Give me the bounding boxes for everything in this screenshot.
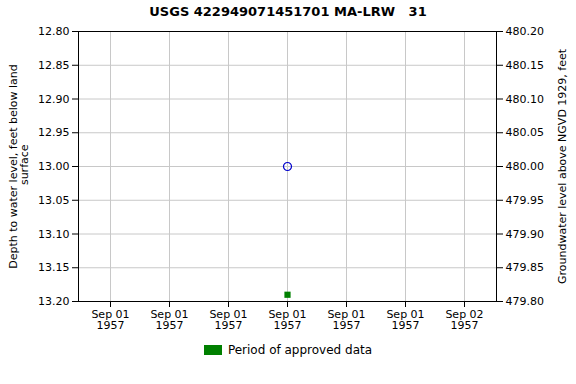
svg-text:Sep 011957: Sep 011957 xyxy=(209,308,247,332)
svg-text:Depth to water level, feet bel: Depth to water level, feet below land su… xyxy=(7,64,31,269)
svg-text:12.80: 12.80 xyxy=(38,25,70,38)
svg-text:Sep 021957: Sep 021957 xyxy=(445,308,483,332)
svg-text:13.05: 13.05 xyxy=(38,194,70,207)
svg-text:479.90: 479.90 xyxy=(506,228,545,241)
svg-text:479.85: 479.85 xyxy=(506,261,545,274)
svg-text:479.80: 479.80 xyxy=(506,295,545,308)
svg-text:Groundwater level above NGVD 1: Groundwater level above NGVD 1929, feet xyxy=(556,48,569,284)
svg-text:Sep 011957: Sep 011957 xyxy=(150,308,188,332)
svg-text:12.90: 12.90 xyxy=(38,93,70,106)
svg-text:Sep 011957: Sep 011957 xyxy=(268,308,306,332)
svg-text:12.95: 12.95 xyxy=(38,126,70,139)
svg-text:Sep 011957: Sep 011957 xyxy=(386,308,424,332)
svg-text:12.85: 12.85 xyxy=(38,59,70,72)
svg-text:Sep 011957: Sep 011957 xyxy=(91,308,129,332)
svg-text:480.00: 480.00 xyxy=(506,160,545,173)
svg-text:480.15: 480.15 xyxy=(506,59,545,72)
svg-text:13.20: 13.20 xyxy=(38,295,70,308)
svg-text:480.20: 480.20 xyxy=(506,25,545,38)
svg-text:Sep 011957: Sep 011957 xyxy=(327,308,365,332)
html-text:USGS 422949071451701 MA-LRW 31: USGS 422949071451701 MA-LRW 31 xyxy=(149,4,427,19)
svg-text:13.10: 13.10 xyxy=(38,228,70,241)
svg-text:480.05: 480.05 xyxy=(506,126,545,139)
svg-text:13.15: 13.15 xyxy=(38,261,70,274)
svg-text:479.95: 479.95 xyxy=(506,194,545,207)
svg-text:480.10: 480.10 xyxy=(506,93,545,106)
html-text:Period of approved data: Period of approved data xyxy=(227,343,373,357)
svg-text:13.00: 13.00 xyxy=(38,160,70,173)
